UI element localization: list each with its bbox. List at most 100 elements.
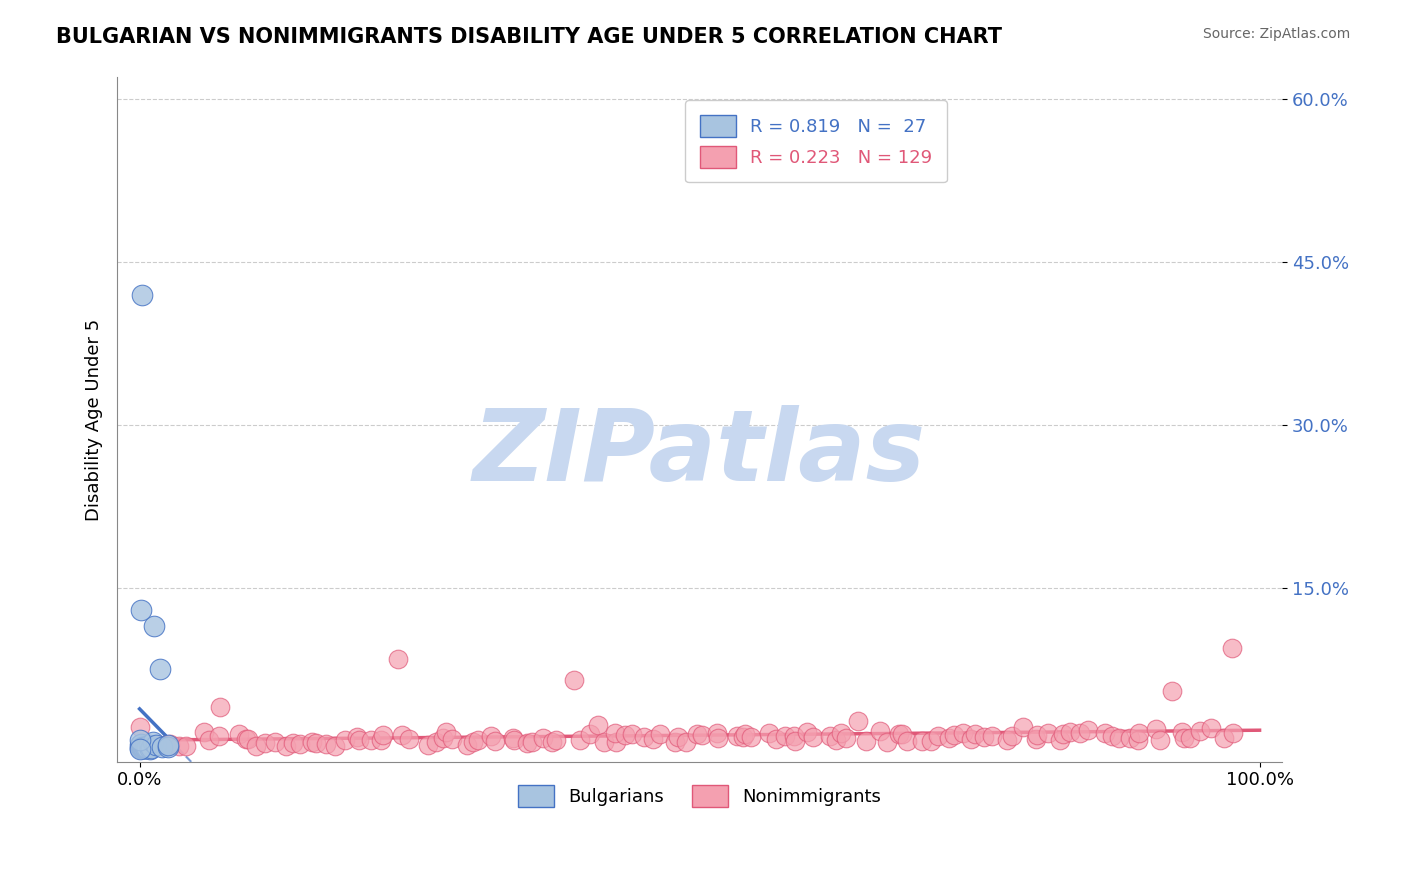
Point [288, 738, 311, 752]
Point [775, 729, 797, 743]
Point [605, 735, 627, 749]
Point [333, 733, 356, 747]
Point [150, 739, 173, 754]
Point [1144, 722, 1167, 736]
Point [129, 603, 152, 617]
Point [588, 718, 610, 732]
Point [138, 741, 160, 756]
Point [503, 733, 526, 747]
Point [1178, 731, 1201, 745]
Legend: Bulgarians, Nonimmigrants: Bulgarians, Nonimmigrants [510, 778, 889, 814]
Point [441, 731, 464, 746]
Point [416, 738, 439, 752]
Point [457, 738, 479, 752]
Point [134, 740, 156, 755]
Point [387, 651, 409, 665]
Point [963, 727, 986, 741]
Point [1161, 684, 1184, 698]
Point [887, 727, 910, 741]
Point [136, 740, 159, 755]
Point [128, 741, 150, 756]
Point [1149, 732, 1171, 747]
Point [801, 730, 824, 744]
Point [1188, 723, 1211, 738]
Point [129, 738, 152, 752]
Point [159, 737, 181, 751]
Point [208, 730, 231, 744]
Point [131, 287, 153, 301]
Point [758, 726, 780, 740]
Point [370, 732, 392, 747]
Point [1119, 731, 1142, 745]
Point [156, 739, 179, 753]
Point [1199, 721, 1222, 735]
Point [876, 734, 898, 748]
Point [228, 727, 250, 741]
Point [434, 725, 457, 739]
Point [1170, 725, 1192, 739]
Point [707, 731, 730, 745]
Point [605, 726, 627, 740]
Point [208, 700, 231, 714]
Text: ZIPatlas: ZIPatlas [472, 405, 927, 502]
Point [138, 739, 160, 753]
Point [132, 740, 155, 755]
Point [128, 721, 150, 735]
Point [148, 738, 170, 752]
Point [731, 731, 754, 745]
Point [1094, 726, 1116, 740]
Text: BULGARIAN VS NONIMMIGRANTS DISABILITY AGE UNDER 5 CORRELATION CHART: BULGARIAN VS NONIMMIGRANTS DISABILITY AG… [56, 27, 1002, 46]
Point [1220, 640, 1243, 655]
Point [1101, 729, 1123, 743]
Point [132, 740, 155, 755]
Point [129, 739, 152, 754]
Point [373, 728, 395, 742]
Point [253, 736, 276, 750]
Point [920, 733, 942, 747]
Point [846, 714, 869, 729]
Point [869, 724, 891, 739]
Point [995, 733, 1018, 747]
Point [149, 662, 172, 676]
Point [1036, 725, 1059, 739]
Point [734, 727, 756, 741]
Text: Source: ZipAtlas.com: Source: ZipAtlas.com [1202, 27, 1350, 41]
Point [135, 740, 157, 755]
Point [891, 727, 914, 741]
Point [467, 733, 489, 747]
Point [1012, 720, 1035, 734]
Point [1128, 726, 1150, 740]
Point [641, 731, 664, 746]
Point [1077, 723, 1099, 737]
Point [128, 733, 150, 747]
Point [479, 729, 502, 743]
Point [675, 735, 697, 749]
Point [304, 736, 326, 750]
Point [128, 740, 150, 755]
Point [896, 734, 918, 748]
Point [139, 740, 162, 755]
Point [128, 739, 150, 753]
Point [131, 739, 153, 754]
Point [346, 731, 368, 745]
Point [323, 739, 346, 753]
Point [1108, 731, 1130, 745]
Point [301, 735, 323, 749]
Point [546, 733, 568, 747]
Point [531, 731, 554, 745]
Point [516, 736, 538, 750]
Point [540, 735, 562, 749]
Point [959, 731, 981, 746]
Point [911, 733, 934, 747]
Point [783, 729, 806, 743]
Point [620, 727, 643, 741]
Point [796, 725, 818, 739]
Point [725, 729, 748, 743]
Point [145, 739, 167, 753]
Point [432, 731, 454, 746]
Y-axis label: Disability Age Under 5: Disability Age Under 5 [86, 318, 103, 521]
Point [690, 728, 713, 742]
Point [579, 727, 602, 741]
Point [245, 739, 267, 753]
Point [484, 733, 506, 747]
